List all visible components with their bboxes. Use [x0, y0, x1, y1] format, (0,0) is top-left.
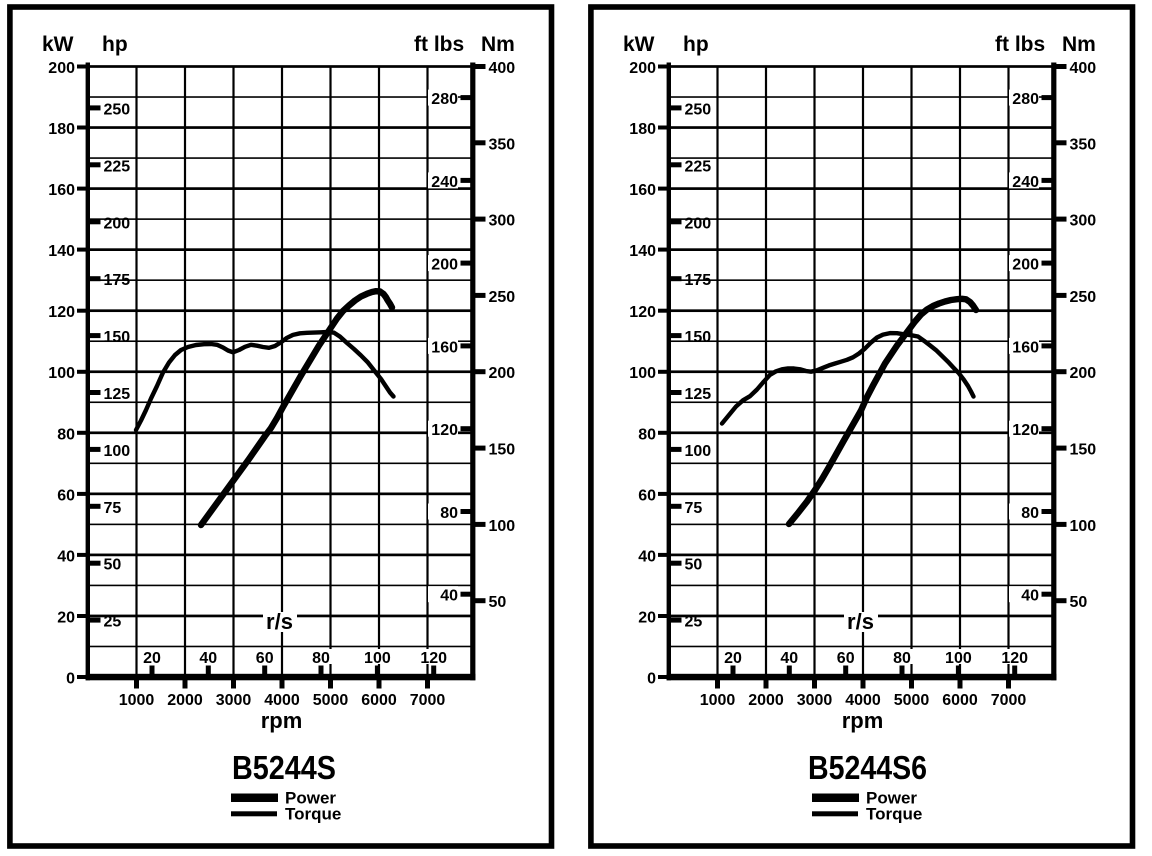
svg-text:B5244S6: B5244S6	[808, 749, 927, 786]
svg-text:B5244S: B5244S	[232, 749, 336, 786]
